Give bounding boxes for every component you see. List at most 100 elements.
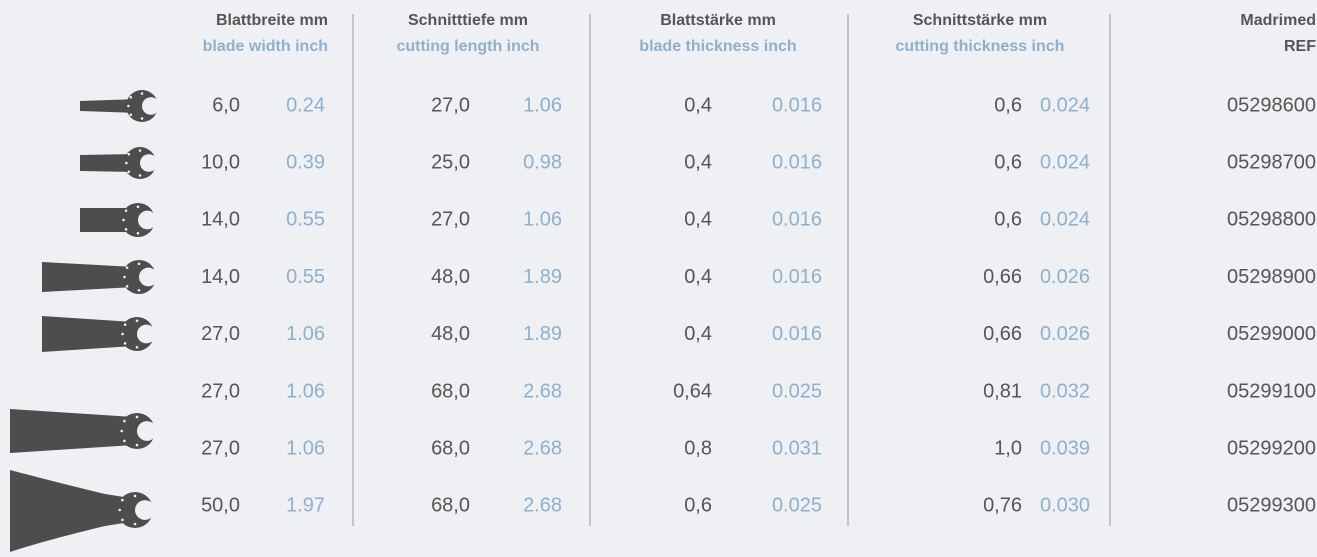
table-cell: 48,0 [431,323,470,345]
blade-icon [10,409,165,453]
blade-dot [121,498,124,502]
header-label: Schnittstärke mm [913,12,1047,29]
blade-icon [10,470,163,552]
table-cell: 1.06 [286,380,325,402]
table-cell: 1.89 [523,323,562,345]
table-cell: 1.06 [286,437,325,459]
table-cell: 0.025 [772,495,822,517]
table-cell: 68,0 [431,495,470,517]
blade-dot [127,170,131,174]
table-cell: 0.39 [286,151,325,173]
header-label: Schnitttiefe mm [408,12,528,29]
table-cell: 0,4 [684,151,712,173]
blade-dot [135,443,139,447]
table-cell: 27,0 [201,437,240,459]
blade-dot [135,345,139,349]
table-cell: 0,4 [684,209,712,231]
table-cell: 0.016 [772,151,822,173]
blade-dot [127,152,131,156]
table-cell: 0.024 [1040,94,1090,116]
table-cell: 1.06 [523,94,562,116]
blade-dot [120,429,123,433]
table-cell: 1.06 [286,323,325,345]
blade-dot [135,319,139,323]
table-cell: 2.68 [523,495,562,517]
table-cell: 0,66 [983,323,1022,345]
table-cell: 0.026 [1040,323,1090,345]
table-cell: 0,8 [684,437,712,459]
table-cell: 0.024 [1040,209,1090,231]
table-cell: 0.030 [1040,495,1090,517]
blade-notch [150,99,167,113]
blade-dot [124,209,128,212]
blade-dot [123,323,127,326]
table-cell: 50,0 [201,495,240,517]
table-cell: 0.016 [772,323,822,345]
table-cell: 0.98 [523,151,562,173]
blade-dot [124,228,128,231]
table-cell: 0,4 [684,94,712,116]
table-cell: 1.06 [523,209,562,231]
table-cell: 68,0 [431,380,470,402]
blade-notch [146,423,165,439]
table-cell: 05298900 [1227,266,1316,288]
table-cell: 1.89 [523,266,562,288]
header-unit: blade width inch [203,38,328,55]
blade-notch [148,270,166,284]
table-cell: 0,66 [983,266,1022,288]
blade-notch [147,213,165,227]
table-cell: 2.68 [523,437,562,459]
blade-dot [125,285,129,288]
blade-dot [136,231,140,235]
blade-dot [140,92,144,95]
blade-dot [125,266,129,269]
header-label: Madrimed [1240,12,1316,29]
table-cell: 0.032 [1040,380,1090,402]
table-cell: 14,0 [201,209,240,231]
blade-dot [121,518,124,522]
table-cell: 05299000 [1227,323,1316,345]
blade-icon [42,260,166,294]
table-cell: 0,6 [684,495,712,517]
table-cell: 0.016 [772,209,822,231]
blade-dot [122,218,125,222]
blade-dot [137,262,141,266]
blade-dot [138,174,142,177]
blade-dot [123,419,126,423]
table-cell: 25,0 [431,151,470,173]
blade-body [42,316,134,352]
header-label: Blattbreite mm [216,12,328,29]
table-cell: 6,0 [212,94,240,116]
blade-icon [80,203,165,237]
table-cell: 27,0 [431,94,470,116]
blade-body [42,262,136,292]
table-cell: 14,0 [201,266,240,288]
blade-dot [138,149,142,152]
table-cell: 0.016 [772,94,822,116]
header-label: Blattstärke mm [660,12,776,29]
blade-icon [80,90,167,122]
blade-dot [123,439,126,443]
blade-dot [125,161,128,165]
header-unit: cutting length inch [396,38,539,55]
header-unit: blade thickness inch [639,38,796,55]
table-cell: 0,6 [994,209,1022,231]
table-cell: 0,76 [983,495,1022,517]
blade-body [10,470,130,552]
header-unit: REF [1284,38,1316,55]
table-cell: 0.026 [1040,266,1090,288]
blade-body [10,409,134,453]
table-cell: 05299200 [1227,437,1316,459]
table-cell: 0.024 [1040,151,1090,173]
table-cell: 05298600 [1227,94,1316,116]
blade-icon [42,316,164,352]
header-unit: cutting thickness inch [896,38,1065,55]
table-cell: 05299300 [1227,495,1316,517]
blade-dot [129,95,133,99]
blade-notch [144,502,163,518]
table-cell: 0,4 [684,323,712,345]
table-cell: 10,0 [201,151,240,173]
